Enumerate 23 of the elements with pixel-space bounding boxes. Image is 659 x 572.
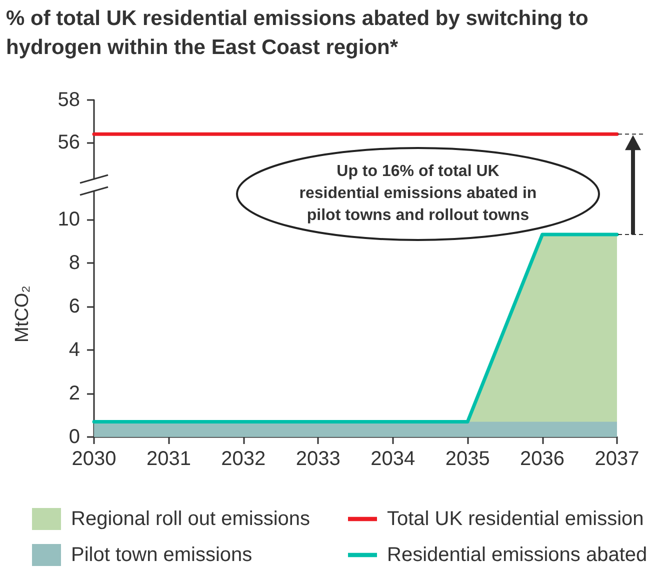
legend-label: Pilot town emissions: [71, 544, 252, 566]
x-tick-label: 2037: [594, 448, 640, 470]
legend-label: Residential emissions abated: [387, 544, 648, 566]
annotation: Up to 16% of total UK residential emissions abated in pilot towns and rollout towns: [298, 162, 538, 226]
x-tick-label: 2036: [520, 448, 565, 470]
x-tick-label: 2035: [445, 448, 490, 470]
y-tick-label: 6: [68, 295, 80, 318]
y-tick-label: 58: [58, 89, 80, 111]
x-tick-label: 2034: [370, 448, 416, 470]
legend-label: Total UK residential emission: [387, 508, 644, 530]
legend-label: Regional roll out emissions: [71, 508, 310, 530]
x-tick-label: 2032: [221, 448, 266, 470]
y-tick-label: 0: [68, 426, 80, 448]
y-tick-label: 8: [68, 252, 80, 274]
y-tick-label: 2: [68, 382, 80, 404]
y-tick-label: 10: [58, 208, 80, 230]
y-tick-label: 56: [58, 132, 80, 154]
y-tick-label: 4: [68, 338, 80, 361]
x-tick-label: 2031: [146, 448, 191, 470]
x-tick-label: 2033: [296, 448, 340, 470]
y-axis-title: MtCO₂: [12, 286, 33, 342]
x-tick-label: 2030: [72, 448, 116, 470]
chart-title: % of total UK residential emissions abated by switching to hydrogen within the East Coast region*: [6, 6, 590, 61]
